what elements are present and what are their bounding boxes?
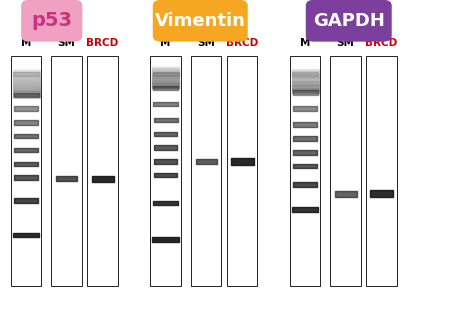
FancyBboxPatch shape (21, 0, 82, 42)
Bar (150, 56, 181, 286)
Text: M: M (160, 38, 171, 48)
Bar (51, 56, 82, 286)
Text: M: M (21, 38, 32, 48)
Bar (87, 56, 118, 286)
Bar (11, 56, 41, 286)
Text: SM: SM (58, 38, 76, 48)
Text: Vimentin: Vimentin (155, 12, 246, 30)
Text: SM: SM (197, 38, 215, 48)
Text: BRCD: BRCD (365, 38, 398, 48)
Text: p53: p53 (31, 11, 72, 30)
Bar (366, 56, 397, 286)
Text: SM: SM (337, 38, 355, 48)
Text: BRCD: BRCD (226, 38, 258, 48)
Bar (191, 56, 221, 286)
Bar (227, 56, 257, 286)
Text: M: M (300, 38, 310, 48)
FancyBboxPatch shape (153, 0, 248, 42)
Text: GAPDH: GAPDH (313, 12, 385, 30)
Bar (330, 56, 361, 286)
Bar (290, 56, 320, 286)
Text: BRCD: BRCD (86, 38, 119, 48)
FancyBboxPatch shape (306, 0, 392, 42)
